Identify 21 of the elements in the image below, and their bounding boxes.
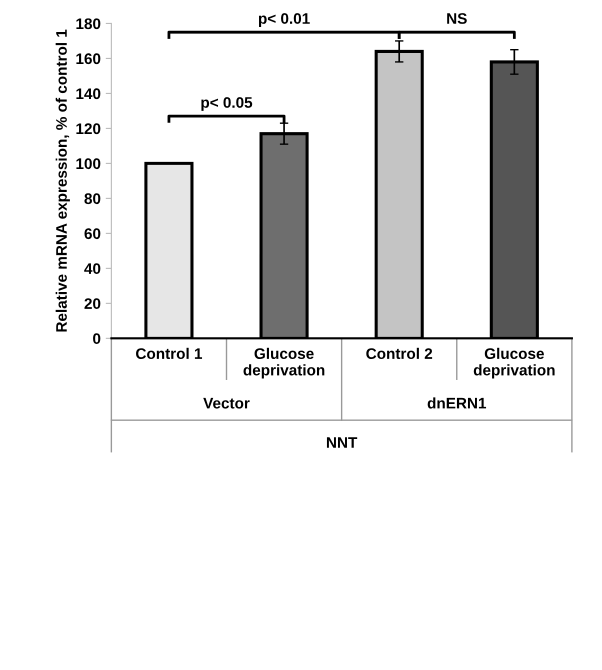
y-tick-label: 180 <box>76 18 100 30</box>
y-tick-label: 100 <box>76 158 100 170</box>
text: NNT <box>326 437 358 448</box>
x-tick-label: Control 2 <box>366 348 432 360</box>
x-tick-label: Control 1 <box>136 348 202 360</box>
text: Vector <box>203 398 250 409</box>
y-tick-label: 80 <box>84 193 100 204</box>
y-tick-label: 160 <box>76 53 100 64</box>
y-tick-label: 140 <box>76 88 100 100</box>
x-tick-label: Glucose deprivation <box>474 348 555 378</box>
annotation: NS <box>447 13 467 24</box>
y-tick-label: 40 <box>84 263 100 274</box>
annotation: p< 0.05 <box>201 97 252 111</box>
y-axis-title: Relative mRNA expression, % of control 1 <box>56 30 70 332</box>
annotation: p< 0.01 <box>258 13 310 27</box>
y-tick-label: 20 <box>84 298 100 310</box>
y-tick-label: 0 <box>93 333 100 344</box>
text: dnERN1 <box>428 397 486 409</box>
y-tick-label: 120 <box>76 123 100 134</box>
x-tick-label: Glucose deprivation <box>244 348 324 378</box>
y-tick-label: 60 <box>84 228 100 240</box>
